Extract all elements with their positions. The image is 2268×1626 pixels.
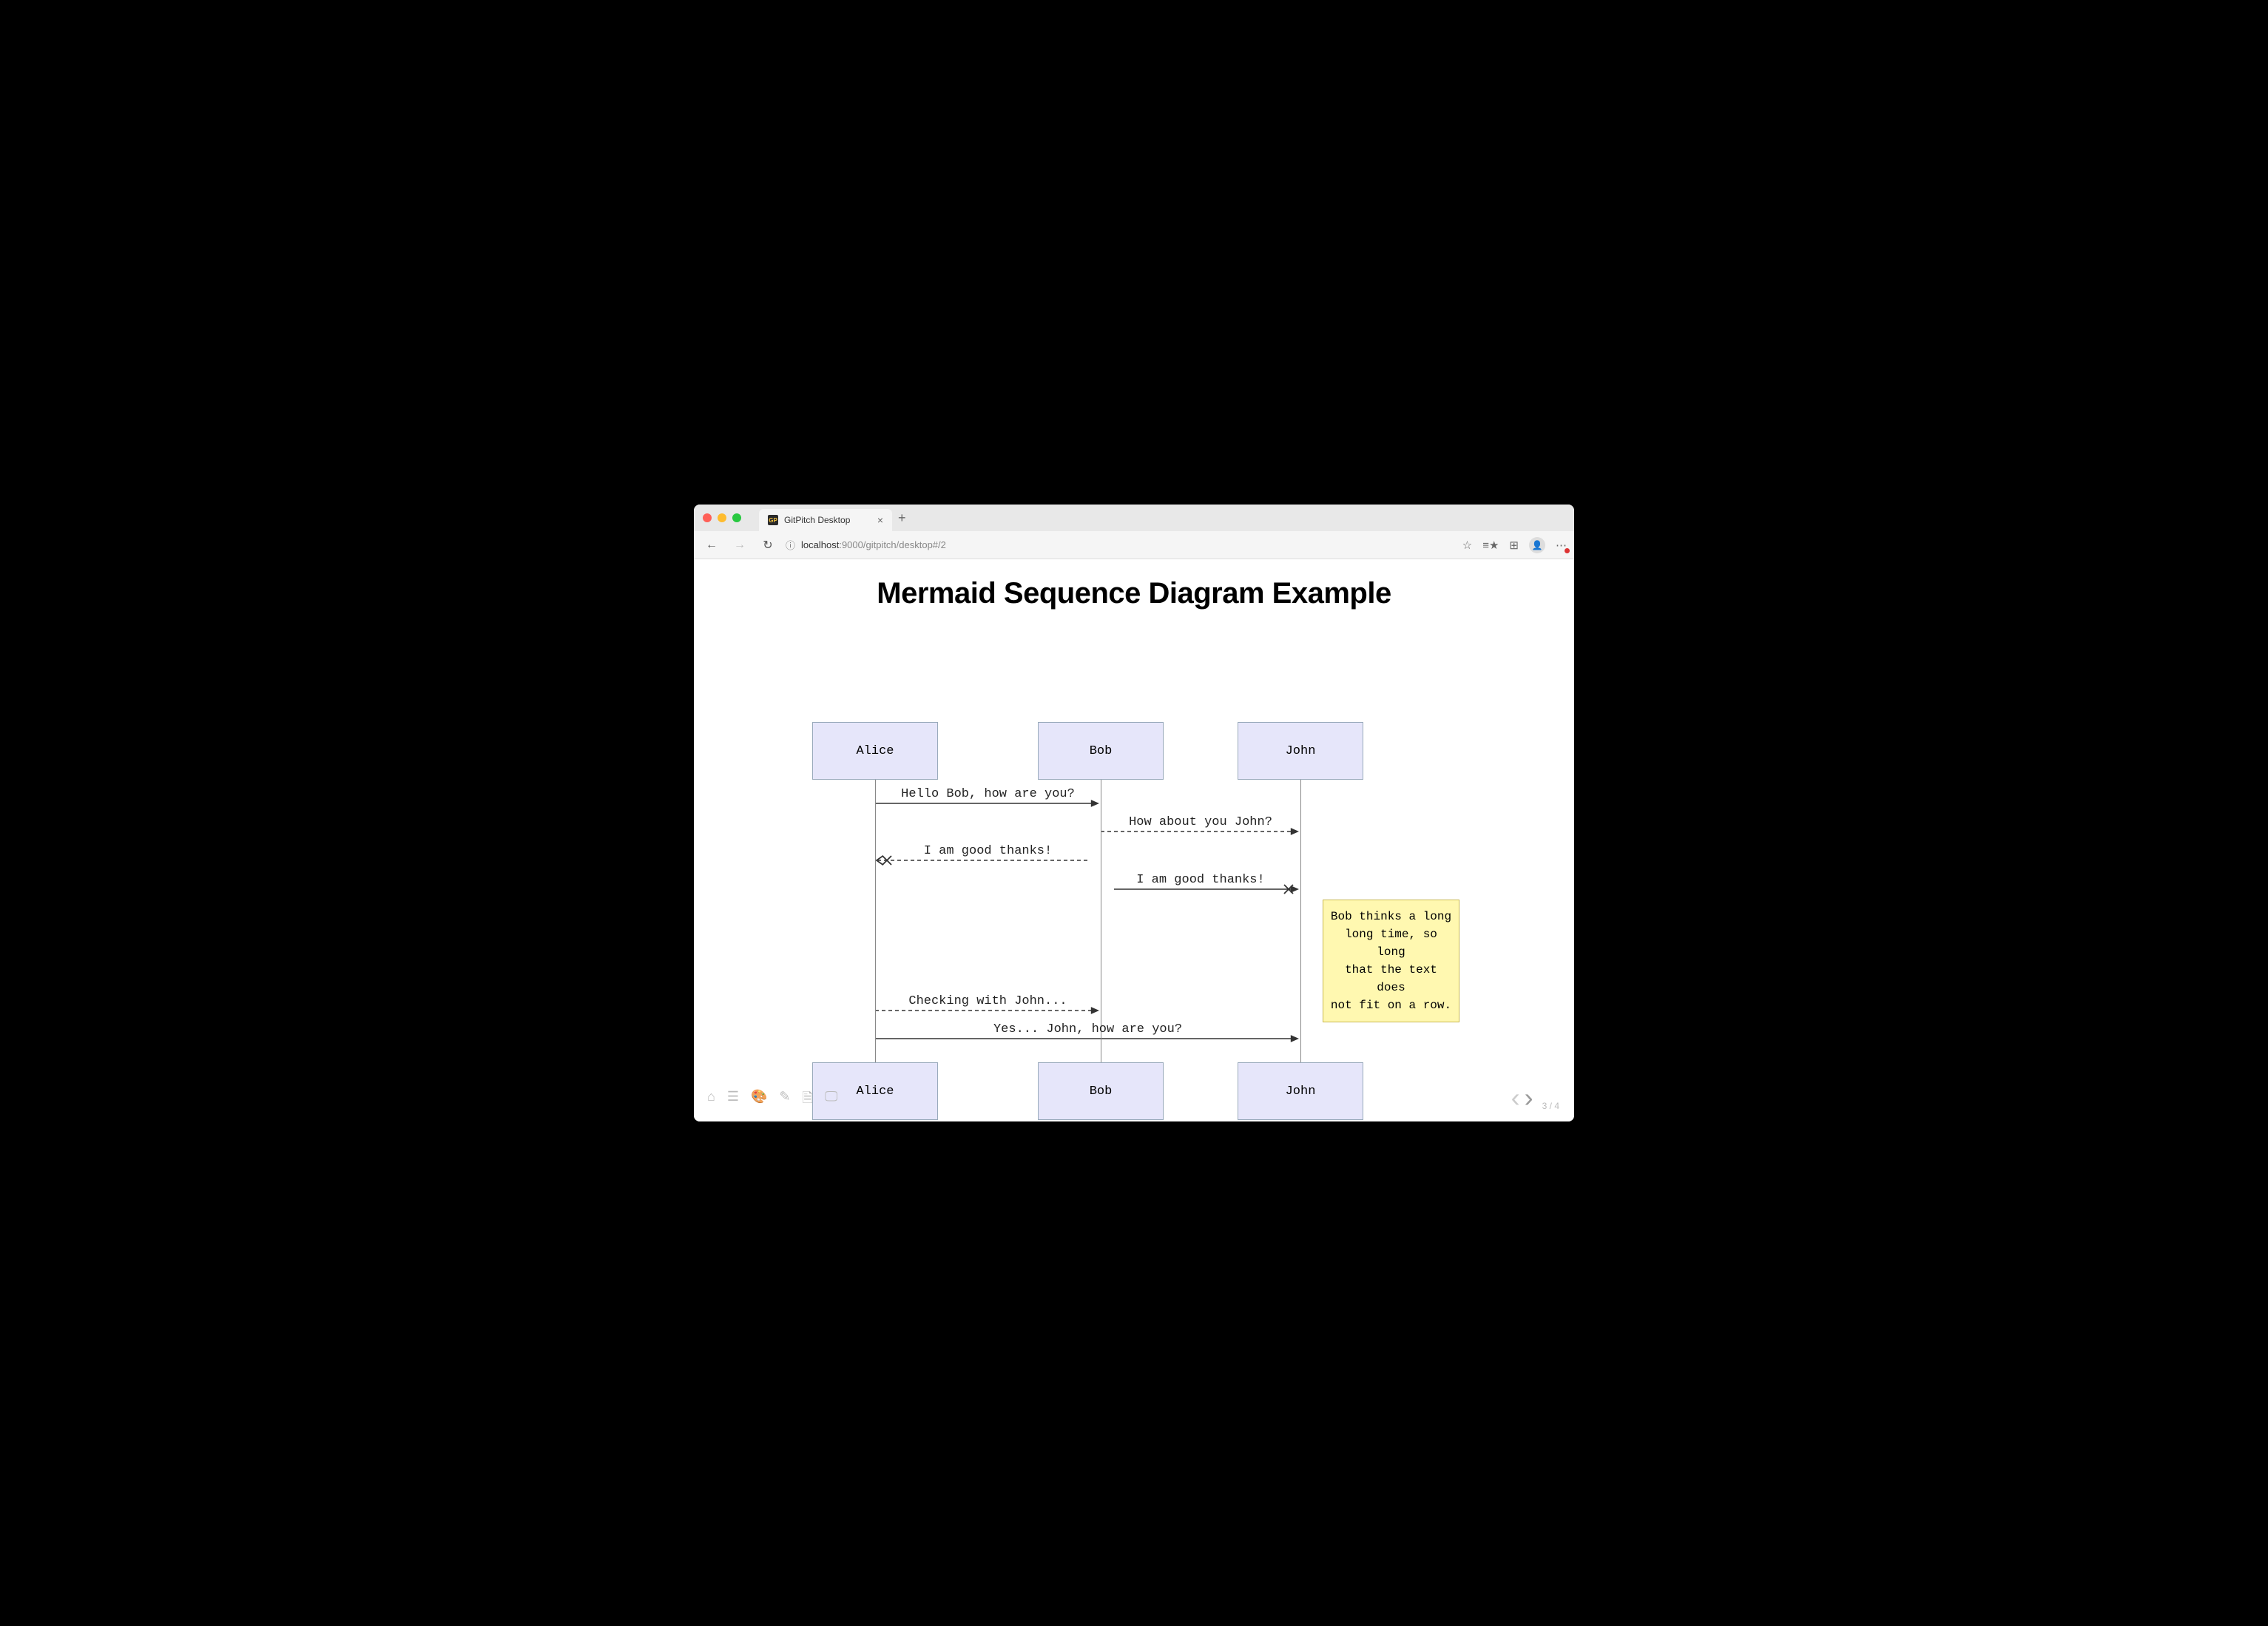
back-button[interactable]: ← (701, 539, 722, 552)
menu-button[interactable]: ⋯ (1556, 539, 1567, 552)
browser-window: GP GitPitch Desktop × + ← → ↻ ⓘ localhos… (694, 505, 1574, 1121)
menu-list-icon[interactable]: ☰ (727, 1089, 739, 1111)
message-label: How about you John? (1129, 815, 1272, 829)
message-label: Yes... John, how are you? (993, 1022, 1182, 1036)
window-controls (703, 513, 741, 522)
browser-actions: ☆ ≡★ ⊞ 👤 ⋯ (1462, 537, 1567, 553)
url-field[interactable]: ⓘ localhost:9000/gitpitch/desktop#/2 (786, 538, 1455, 552)
slide-counter: 3 / 4 (1542, 1101, 1559, 1111)
message-label: Hello Bob, how are you? (901, 787, 1075, 801)
tab-close-icon[interactable]: × (877, 514, 883, 526)
pencil-icon[interactable]: ✎ (779, 1089, 790, 1111)
pdf-icon[interactable]: 🗎 (803, 1089, 813, 1111)
tab-title: GitPitch Desktop (784, 515, 850, 525)
url-host: localhost (801, 539, 839, 550)
url-path: :9000/gitpitch/desktop#/2 (839, 539, 946, 550)
actor-box-john-bottom: John (1238, 1062, 1363, 1120)
page-content: Mermaid Sequence Diagram Example Alice Bo… (694, 559, 1574, 1121)
new-tab-button[interactable]: + (898, 510, 906, 526)
reload-button[interactable]: ↻ (757, 538, 778, 553)
actor-box-bob-top: Bob (1038, 722, 1164, 780)
lifeline-john (1300, 780, 1301, 1062)
message-label: Checking with John... (908, 994, 1067, 1008)
close-window-button[interactable] (703, 513, 712, 522)
actor-box-alice-top: Alice (812, 722, 938, 780)
forward-button[interactable]: → (729, 539, 750, 552)
lifeline-alice (875, 780, 876, 1062)
note-box: Bob thinks a longlong time, so longthat … (1323, 900, 1459, 1022)
message-label: I am good thanks! (1136, 873, 1264, 887)
tab-favicon: GP (768, 515, 778, 525)
address-bar: ← → ↻ ⓘ localhost:9000/gitpitch/desktop#… (694, 531, 1574, 559)
palette-icon[interactable]: 🎨 (751, 1089, 767, 1111)
profile-avatar[interactable]: 👤 (1529, 537, 1545, 553)
favorites-icon[interactable]: ≡★ (1482, 539, 1499, 552)
collections-icon[interactable]: ⊞ (1509, 539, 1519, 552)
notification-dot (1565, 548, 1570, 553)
slide-navigation: ‹ › 3 / 4 (1511, 1084, 1559, 1111)
actor-box-john-top: John (1238, 722, 1363, 780)
display-icon[interactable]: 🖵 (825, 1089, 837, 1111)
titlebar: GP GitPitch Desktop × + (694, 505, 1574, 531)
diagram-arrows (694, 633, 1574, 1121)
star-outline-icon[interactable]: ☆ (1462, 539, 1472, 552)
browser-tab[interactable]: GP GitPitch Desktop × (759, 509, 892, 531)
home-icon[interactable]: ⌂ (707, 1089, 715, 1111)
message-label: I am good thanks! (924, 844, 1052, 858)
presentation-toolbar: ⌂ ☰ 🎨 ✎ 🗎 🖵 (707, 1089, 837, 1111)
minimize-window-button[interactable] (718, 513, 726, 522)
site-info-icon[interactable]: ⓘ (786, 538, 795, 552)
actor-box-bob-bottom: Bob (1038, 1062, 1164, 1120)
prev-slide-button[interactable]: ‹ (1511, 1084, 1520, 1111)
page-title: Mermaid Sequence Diagram Example (694, 559, 1574, 610)
maximize-window-button[interactable] (732, 513, 741, 522)
next-slide-button[interactable]: › (1525, 1084, 1533, 1111)
